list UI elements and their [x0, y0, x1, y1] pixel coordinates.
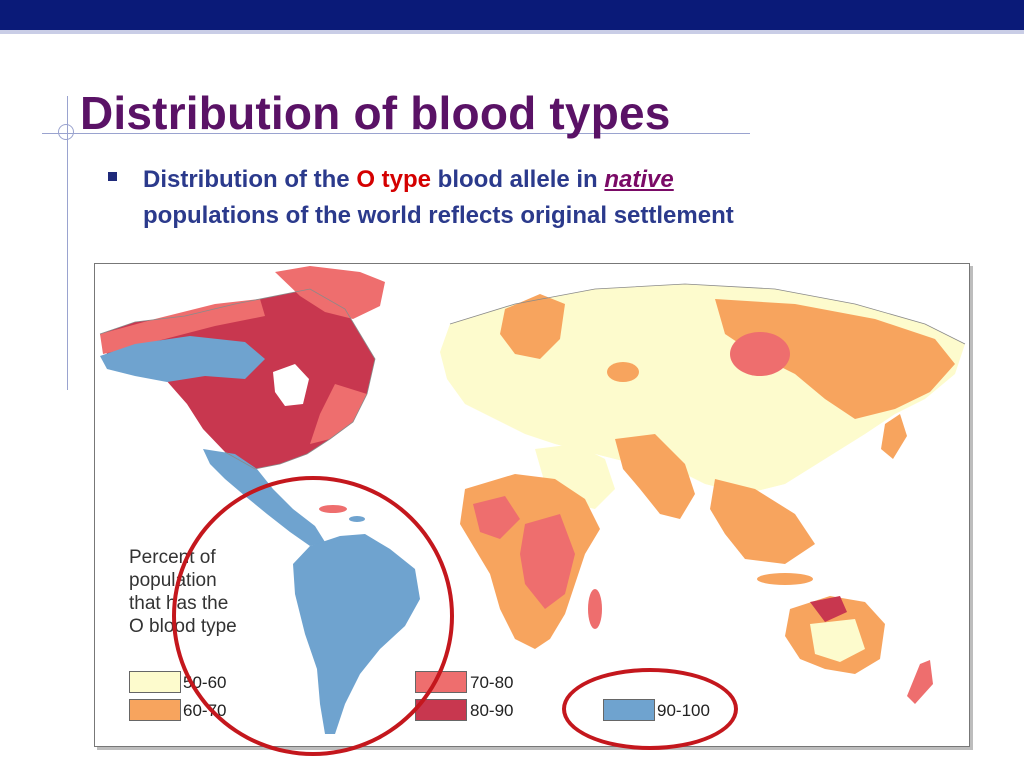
- annotation-ring-legend: [562, 668, 738, 750]
- legend-label-80-90: 80-90: [470, 701, 514, 720]
- region-australia-north: [810, 596, 847, 622]
- region-new-zealand: [907, 660, 933, 704]
- region-madagascar: [588, 589, 602, 629]
- region-canada-north-band: [100, 299, 265, 354]
- slide-title: Distribution of blood types: [80, 87, 671, 139]
- region-japan: [881, 414, 907, 459]
- region-scandinavia: [500, 294, 565, 359]
- region-africa-70-80-east: [520, 514, 575, 609]
- region-africa-70-80-west: [473, 496, 520, 539]
- region-southeast-asia: [710, 479, 815, 564]
- decor-crosshair-icon: [58, 124, 74, 140]
- bullet-part1: Distribution of the: [143, 166, 357, 193]
- region-south-asia: [615, 434, 695, 519]
- annotation-ring-americas: [172, 476, 454, 756]
- legend-swatch-60-70: [129, 699, 181, 721]
- region-australia-center: [810, 619, 865, 662]
- legend-label-70-80: 70-80: [470, 673, 514, 692]
- legend-swatch-50-60: [129, 671, 181, 693]
- region-east-coast-band: [310, 384, 367, 444]
- region-siberia-core: [730, 332, 790, 376]
- region-greenland: [275, 266, 385, 319]
- region-arctic-blue: [100, 336, 265, 382]
- top-stripe: [0, 30, 1024, 34]
- bullet-part3: populations of the world reflects origin…: [143, 202, 734, 229]
- bullet-square-icon: [108, 172, 117, 181]
- decor-horizontal-line: [42, 133, 750, 134]
- decor-vertical-line: [67, 96, 68, 390]
- region-hudson-bay: [273, 364, 309, 406]
- bullet-type: type: [381, 166, 432, 193]
- top-banner: [0, 0, 1024, 30]
- bullet-part2: blood allele in: [431, 166, 605, 193]
- bullet-o: O: [356, 166, 375, 193]
- region-indonesia: [757, 573, 813, 585]
- map-outline: [99, 283, 966, 470]
- region-central-asia: [607, 362, 639, 382]
- region-siberia-east: [715, 299, 955, 419]
- bullet-native: native: [604, 166, 674, 193]
- bullet-text: Distribution of the O type blood allele …: [143, 162, 943, 234]
